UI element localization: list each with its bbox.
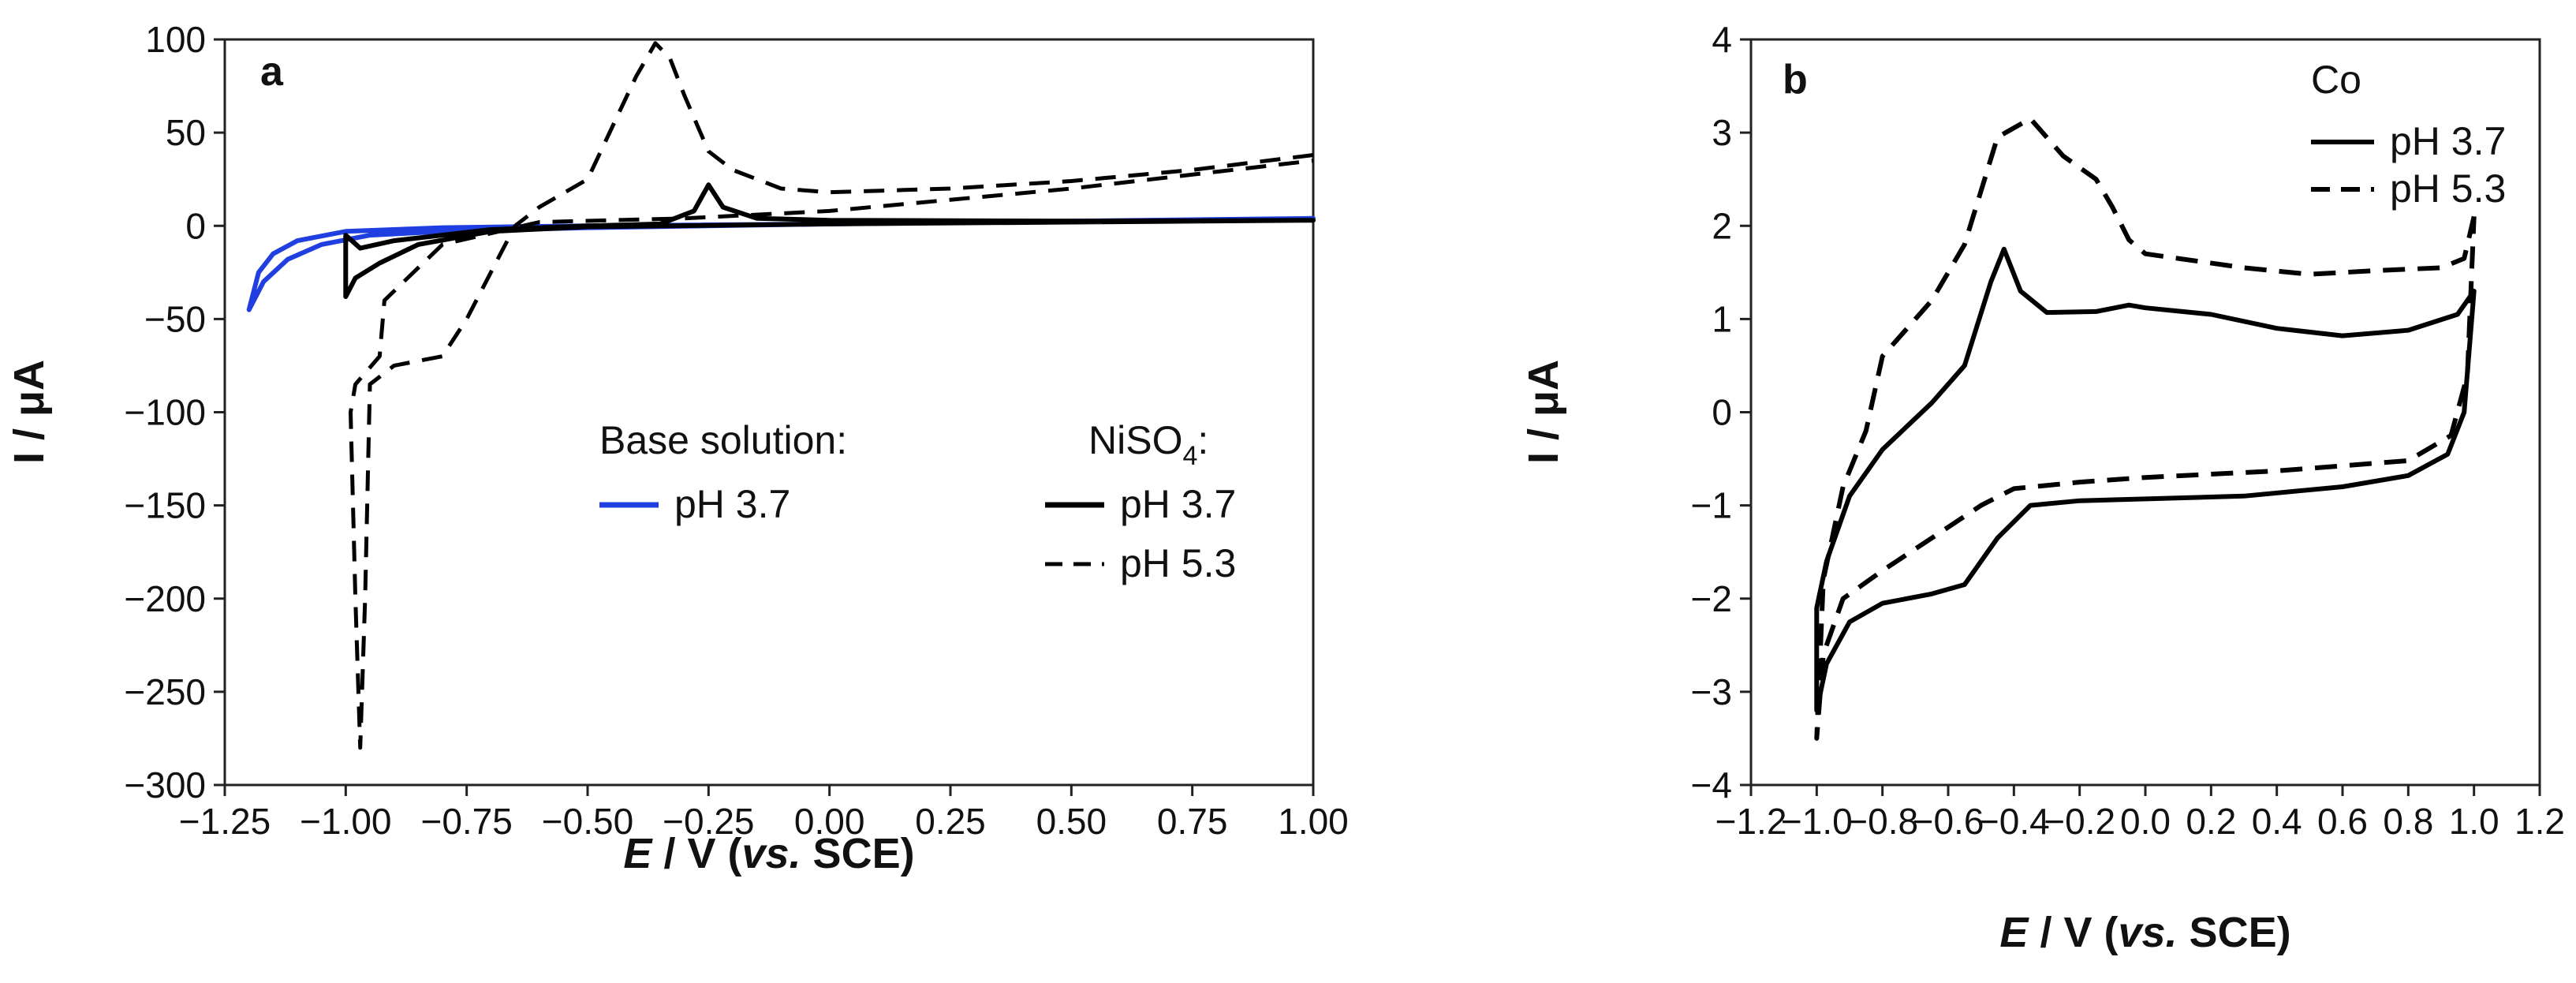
legend-b-ph37-label: pH 3.7 [2390, 119, 2506, 163]
x-tick-label: −0.8 [1846, 801, 1918, 842]
x-tick-label: 0.2 [2186, 801, 2236, 842]
x-tick-label: 0.0 [2120, 801, 2171, 842]
x-tick-label: −1.00 [300, 801, 391, 842]
x-tick-label: 1.00 [1278, 801, 1349, 842]
y-tick-label: 50 [166, 112, 206, 153]
panel-b-y-axis-title: I / μA [1520, 360, 1567, 464]
x-tick-label: −0.75 [420, 801, 512, 842]
y-tick-label: −250 [124, 671, 206, 712]
y-tick-label: 4 [1712, 19, 1732, 60]
x-tick-label: 0.6 [2317, 801, 2368, 842]
x-tick-label: −1.2 [1715, 801, 1787, 842]
legend-a-group-niso4-title: NiSO4: [1088, 418, 1208, 471]
x-tick-label: 0.00 [794, 801, 865, 842]
y-tick-label: 2 [1712, 205, 1732, 246]
x-tick-label: −0.25 [663, 801, 754, 842]
x-tick-label: 0.25 [915, 801, 986, 842]
series-line-ph-5-3-2 [349, 41, 1314, 750]
y-tick-label: 0 [185, 205, 206, 246]
y-tick-label: −1 [1691, 485, 1732, 526]
x-tick-label: 0.8 [2383, 801, 2433, 842]
panel-a-ticks: −1.25 −1.00 −0.75 −0.50 −0.25 0.00 0.25 0.50 0.7… [124, 19, 1348, 842]
x-tick-label: −0.2 [2044, 801, 2115, 842]
x-tick-label: −0.6 [1913, 801, 1984, 842]
x-tick-label: −0.4 [1978, 801, 2050, 842]
y-tick-label: −150 [124, 485, 206, 526]
x-tick-label: 1.2 [2514, 801, 2565, 842]
y-tick-label: 0 [1712, 392, 1732, 433]
y-tick-label: 3 [1712, 112, 1732, 153]
x-tick-label: −1.25 [179, 801, 271, 842]
legend-a-group-base-title: Base solution: [599, 418, 847, 462]
panel-b-ticks: −1.2−1.0−0.8−0.6−0.4−0.2 0.0 0.2 0.4 0.6 0.8 1… [1691, 19, 2565, 842]
legend-a-base-label: pH 3.7 [674, 482, 790, 526]
y-tick-label: 100 [145, 19, 206, 60]
y-tick-label: −2 [1691, 578, 1732, 619]
panel-b-x-axis-title: E / V (vs. SCE) [1999, 909, 2290, 956]
panel-a-series [246, 41, 1316, 750]
panel-b-series [1814, 116, 2477, 741]
x-tick-label: 0.4 [2252, 801, 2302, 842]
y-tick-label: −4 [1691, 764, 1732, 805]
series-line-ph-5-3-1 [1814, 116, 2477, 741]
y-tick-label: −200 [124, 578, 206, 619]
y-tick-label: 1 [1712, 298, 1732, 339]
panel-b-letter: b [1783, 57, 1808, 103]
panel-a-x-axis-title: E / V (vs. SCE) [623, 830, 914, 877]
series-line-ph-3-7-0 [246, 215, 1316, 312]
panel-a-plot-frame [223, 38, 1315, 787]
x-tick-label: −1.0 [1781, 801, 1853, 842]
y-tick-label: −50 [144, 298, 206, 339]
chart-panel-a: −1.25 −1.00 −0.75 −0.50 −0.25 0.00 0.25 0.50 0.7… [6, 19, 1349, 877]
legend-a-niso4-ph37-label: pH 3.7 [1120, 482, 1236, 526]
panel-a-y-axis-title: I / μA [6, 360, 53, 464]
series-line-ph-3-7-1 [343, 182, 1316, 299]
y-tick-label: −100 [124, 392, 206, 433]
x-tick-label: 0.75 [1157, 801, 1228, 842]
x-tick-label: 0.50 [1036, 801, 1107, 842]
y-tick-label: −300 [124, 764, 206, 805]
legend-b-title: Co [2311, 58, 2361, 102]
x-tick-label: 1.0 [2449, 801, 2499, 842]
panel-a-letter: a [260, 49, 284, 95]
x-tick-label: −0.50 [542, 801, 633, 842]
y-tick-label: −3 [1691, 671, 1732, 712]
legend-b-ph53-label: pH 5.3 [2390, 166, 2506, 211]
panel-b-plot-frame [1749, 38, 2541, 787]
legend-a-niso4-ph53-label: pH 5.3 [1120, 541, 1236, 585]
chart-panel-b: −1.2−1.0−0.8−0.6−0.4−0.2 0.0 0.2 0.4 0.6 0.8 1… [1520, 19, 2565, 956]
